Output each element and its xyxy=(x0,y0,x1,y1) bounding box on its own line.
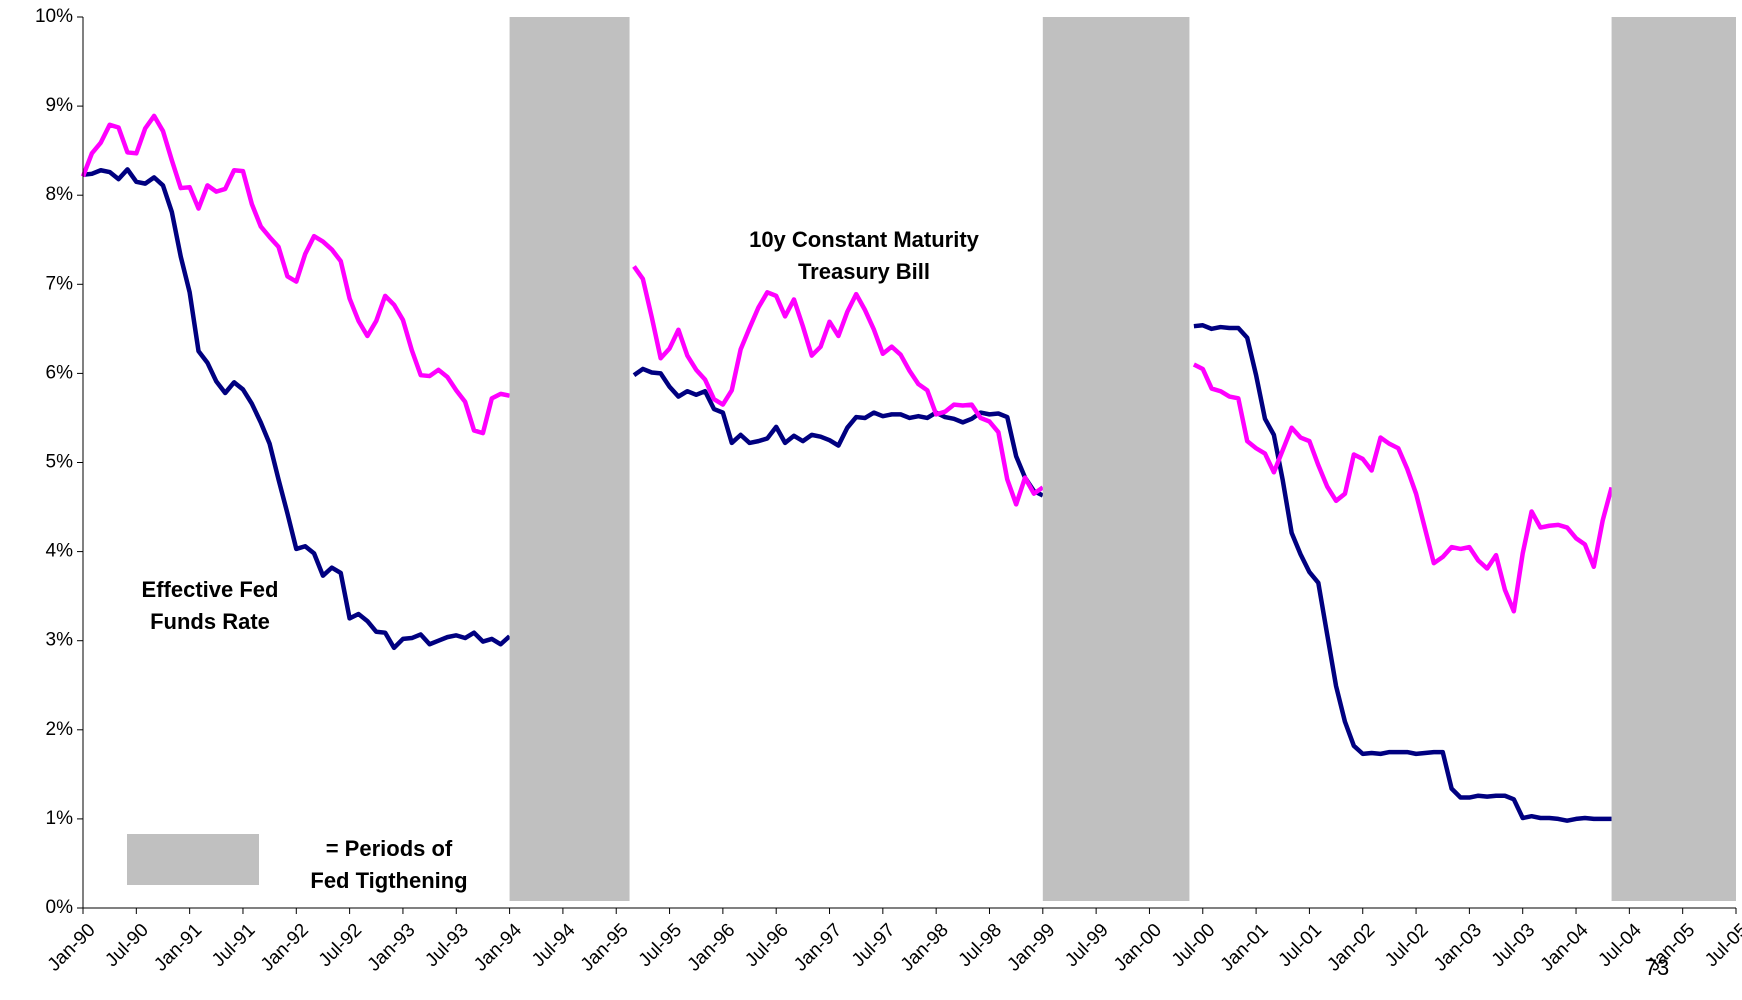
page-number: 73 xyxy=(1645,955,1669,980)
x-tick-label: Jan-95 xyxy=(577,920,633,976)
x-tick-label: Jul-91 xyxy=(208,920,259,971)
x-tick-label: Jul-97 xyxy=(848,920,899,971)
x-tick-label: Jul-00 xyxy=(1168,920,1219,971)
shaded-period xyxy=(509,17,630,901)
x-tick-label: Jan-97 xyxy=(790,920,846,976)
legend-swatch xyxy=(127,834,259,885)
y-tick-label: 9% xyxy=(46,95,74,116)
x-tick-label: Jul-03 xyxy=(1488,920,1539,971)
x-tick-label: Jan-01 xyxy=(1217,920,1273,976)
y-tick-label: 10% xyxy=(35,6,73,27)
x-tick-label: Jan-03 xyxy=(1430,920,1486,976)
x-tick-label: Jul-98 xyxy=(955,920,1006,971)
y-tick-label: 3% xyxy=(46,630,74,651)
x-tick-label: Jan-94 xyxy=(470,919,526,975)
x-tick-label: Jan-02 xyxy=(1323,920,1379,976)
x-tick-label: Jul-90 xyxy=(101,920,152,971)
series-line xyxy=(80,113,1614,614)
x-tick-label: Jan-96 xyxy=(684,920,740,976)
y-tick-label: 4% xyxy=(46,541,74,562)
annotation: Effective Fed xyxy=(142,577,279,602)
x-tick-label: Jul-93 xyxy=(421,920,472,971)
y-tick-label: 8% xyxy=(46,184,74,205)
x-tick-label: Jul-99 xyxy=(1061,920,1112,971)
legend-label: Fed Tigthening xyxy=(310,868,467,893)
x-tick-label: Jul-96 xyxy=(741,920,792,971)
x-tick-label: Jul-04 xyxy=(1594,919,1646,971)
x-tick-label: Jul-02 xyxy=(1381,920,1432,971)
x-tick-label: Jan-90 xyxy=(44,920,100,976)
y-tick-label: 7% xyxy=(46,273,74,294)
x-tick-label: Jul-05 xyxy=(1701,920,1742,971)
shaded-period xyxy=(1042,17,1190,901)
y-tick-label: 2% xyxy=(46,719,74,740)
x-tick-label: Jan-00 xyxy=(1110,920,1166,976)
x-tick-label: Jan-98 xyxy=(897,920,953,976)
x-tick-label: Jul-95 xyxy=(635,920,686,971)
y-tick-label: 1% xyxy=(46,808,74,829)
x-tick-label: Jul-92 xyxy=(315,920,366,971)
x-tick-label: Jan-99 xyxy=(1003,920,1059,976)
y-tick-label: 5% xyxy=(46,452,74,473)
annotation: 10y Constant Maturity xyxy=(749,227,980,252)
annotation: Treasury Bill xyxy=(798,259,930,284)
x-tick-label: Jan-04 xyxy=(1537,919,1593,975)
annotation: Funds Rate xyxy=(150,609,270,634)
shaded-period xyxy=(1611,17,1736,901)
y-tick-label: 6% xyxy=(46,362,74,383)
x-tick-label: Jan-93 xyxy=(364,920,420,976)
x-tick-label: Jan-91 xyxy=(150,920,206,976)
x-tick-label: Jul-94 xyxy=(528,919,580,971)
legend-label: = Periods of xyxy=(326,836,453,861)
x-tick-label: Jan-92 xyxy=(257,920,313,976)
x-tick-label: Jul-01 xyxy=(1275,920,1326,971)
series-line xyxy=(82,167,1612,823)
y-tick-label: 0% xyxy=(46,897,74,918)
x-tick-label: Jan-05 xyxy=(1643,920,1699,976)
